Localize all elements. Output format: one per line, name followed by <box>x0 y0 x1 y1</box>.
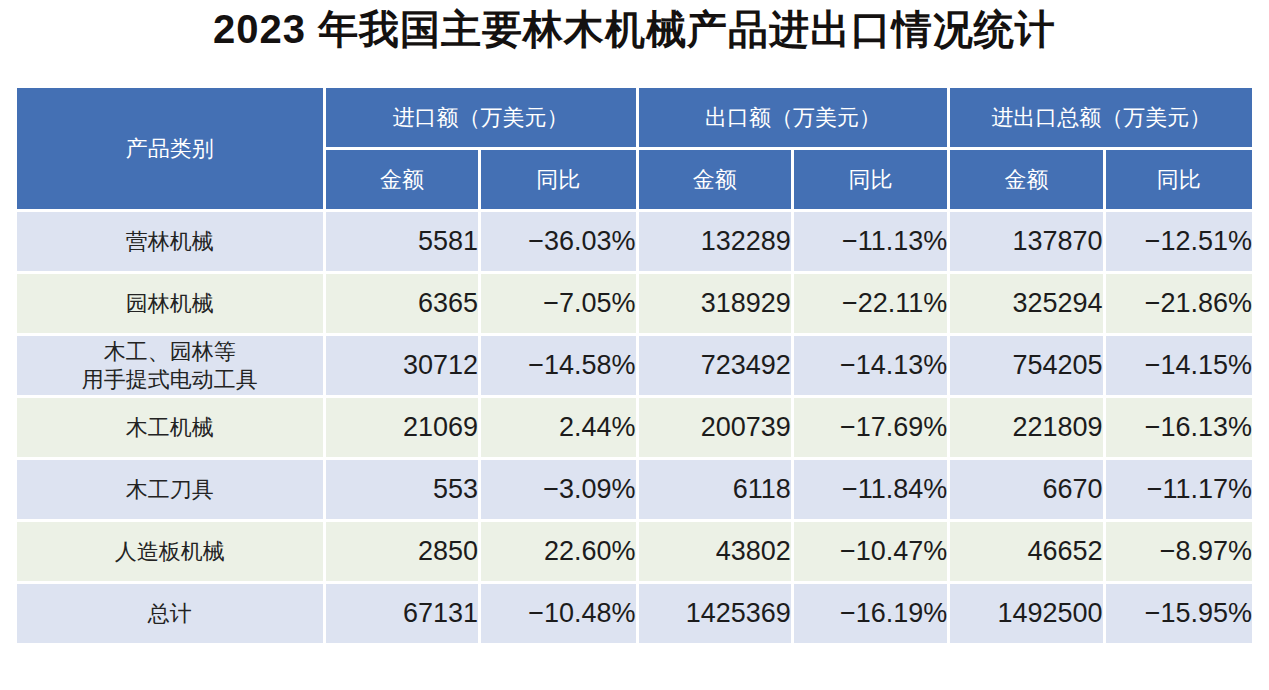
export-amount-cell: 43802 <box>637 521 792 583</box>
export-yoy-cell: −22.11% <box>792 273 948 335</box>
import-export-stats-table: 产品类别 进口额（万美元） 出口额（万美元） 进出口总额（万美元） 金额 同比 … <box>14 85 1255 646</box>
total-yoy-cell: −16.13% <box>1104 397 1253 459</box>
export-yoy-cell: −10.47% <box>792 521 948 583</box>
table-row: 园林机械 6365 −7.05% 318929 −22.11% 325294 −… <box>16 273 1254 335</box>
column-group-export: 出口额（万美元） <box>637 87 949 149</box>
total-yoy-cell: −11.17% <box>1104 459 1253 521</box>
total-amount-cell: 754205 <box>949 335 1104 397</box>
product-cell: 营林机械 <box>16 211 325 273</box>
export-yoy-cell: −16.19% <box>792 583 948 645</box>
import-yoy-cell: 2.44% <box>480 397 637 459</box>
total-yoy-cell: −15.95% <box>1104 583 1253 645</box>
table-row: 木工刀具 553 −3.09% 6118 −11.84% 6670 −11.17… <box>16 459 1254 521</box>
export-amount-cell: 132289 <box>637 211 792 273</box>
total-yoy-cell: −12.51% <box>1104 211 1253 273</box>
column-group-import: 进口额（万美元） <box>324 87 637 149</box>
subheader-total-amount: 金额 <box>949 149 1104 211</box>
product-cell: 木工、园林等 用手提式电动工具 <box>16 335 325 397</box>
import-yoy-cell: 22.60% <box>480 521 637 583</box>
table-body: 营林机械 5581 −36.03% 132289 −11.13% 137870 … <box>16 211 1254 645</box>
product-cell: 木工机械 <box>16 397 325 459</box>
import-yoy-cell: −7.05% <box>480 273 637 335</box>
import-amount-cell: 553 <box>324 459 479 521</box>
table-row: 总计 67131 −10.48% 1425369 −16.19% 1492500… <box>16 583 1254 645</box>
export-amount-cell: 6118 <box>637 459 792 521</box>
export-amount-cell: 723492 <box>637 335 792 397</box>
total-yoy-cell: −14.15% <box>1104 335 1253 397</box>
import-yoy-cell: −3.09% <box>480 459 637 521</box>
export-yoy-cell: −11.13% <box>792 211 948 273</box>
subheader-total-yoy: 同比 <box>1104 149 1253 211</box>
export-amount-cell: 1425369 <box>637 583 792 645</box>
import-amount-cell: 67131 <box>324 583 479 645</box>
table-row: 人造板机械 2850 22.60% 43802 −10.47% 46652 −8… <box>16 521 1254 583</box>
table-row: 营林机械 5581 −36.03% 132289 −11.13% 137870 … <box>16 211 1254 273</box>
export-yoy-cell: −17.69% <box>792 397 948 459</box>
product-cell: 总计 <box>16 583 325 645</box>
subheader-export-amount: 金额 <box>637 149 792 211</box>
page-title: 2023 年我国主要林木机械产品进出口情况统计 <box>0 2 1269 57</box>
table-row: 木工、园林等 用手提式电动工具 30712 −14.58% 723492 −14… <box>16 335 1254 397</box>
subheader-export-yoy: 同比 <box>792 149 948 211</box>
import-amount-cell: 2850 <box>324 521 479 583</box>
product-cell: 木工刀具 <box>16 459 325 521</box>
total-yoy-cell: −21.86% <box>1104 273 1253 335</box>
table-header: 产品类别 进口额（万美元） 出口额（万美元） 进出口总额（万美元） 金额 同比 … <box>16 87 1254 211</box>
import-amount-cell: 21069 <box>324 397 479 459</box>
export-amount-cell: 318929 <box>637 273 792 335</box>
product-cell: 园林机械 <box>16 273 325 335</box>
total-yoy-cell: −8.97% <box>1104 521 1253 583</box>
import-amount-cell: 30712 <box>324 335 479 397</box>
total-amount-cell: 137870 <box>949 211 1104 273</box>
import-yoy-cell: −14.58% <box>480 335 637 397</box>
export-yoy-cell: −14.13% <box>792 335 948 397</box>
total-amount-cell: 6670 <box>949 459 1104 521</box>
total-amount-cell: 1492500 <box>949 583 1104 645</box>
column-header-product: 产品类别 <box>16 87 325 211</box>
export-amount-cell: 200739 <box>637 397 792 459</box>
total-amount-cell: 46652 <box>949 521 1104 583</box>
total-amount-cell: 221809 <box>949 397 1104 459</box>
product-cell: 人造板机械 <box>16 521 325 583</box>
header-group-row: 产品类别 进口额（万美元） 出口额（万美元） 进出口总额（万美元） <box>16 87 1254 149</box>
import-yoy-cell: −10.48% <box>480 583 637 645</box>
table-row: 木工机械 21069 2.44% 200739 −17.69% 221809 −… <box>16 397 1254 459</box>
export-yoy-cell: −11.84% <box>792 459 948 521</box>
import-yoy-cell: −36.03% <box>480 211 637 273</box>
import-amount-cell: 6365 <box>324 273 479 335</box>
import-amount-cell: 5581 <box>324 211 479 273</box>
total-amount-cell: 325294 <box>949 273 1104 335</box>
subheader-import-yoy: 同比 <box>480 149 637 211</box>
subheader-import-amount: 金额 <box>324 149 479 211</box>
column-group-total: 进出口总额（万美元） <box>949 87 1254 149</box>
